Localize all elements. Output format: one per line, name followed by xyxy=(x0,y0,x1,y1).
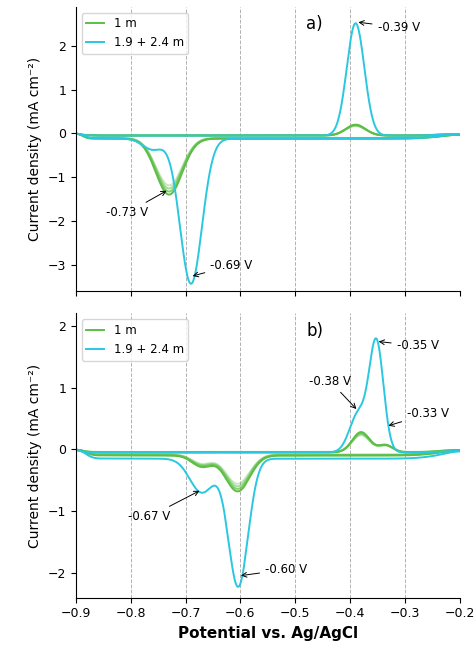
Text: -0.73 V: -0.73 V xyxy=(106,191,166,219)
Text: b): b) xyxy=(306,322,323,340)
Text: -0.38 V: -0.38 V xyxy=(309,374,356,408)
Text: a): a) xyxy=(306,15,323,33)
Text: -0.35 V: -0.35 V xyxy=(380,339,439,353)
Legend: 1 m, 1.9 + 2.4 m: 1 m, 1.9 + 2.4 m xyxy=(82,319,189,361)
Y-axis label: Current density (mA cm⁻²): Current density (mA cm⁻²) xyxy=(28,363,42,548)
Text: -0.69 V: -0.69 V xyxy=(194,259,253,277)
X-axis label: Potential vs. Ag/AgCl: Potential vs. Ag/AgCl xyxy=(178,626,358,641)
Y-axis label: Current density (mA cm⁻²): Current density (mA cm⁻²) xyxy=(28,56,42,241)
Legend: 1 m, 1.9 + 2.4 m: 1 m, 1.9 + 2.4 m xyxy=(82,13,189,54)
Text: -0.33 V: -0.33 V xyxy=(390,407,449,426)
Text: -0.67 V: -0.67 V xyxy=(128,491,199,523)
Text: -0.39 V: -0.39 V xyxy=(359,21,419,34)
Text: -0.60 V: -0.60 V xyxy=(242,563,307,577)
